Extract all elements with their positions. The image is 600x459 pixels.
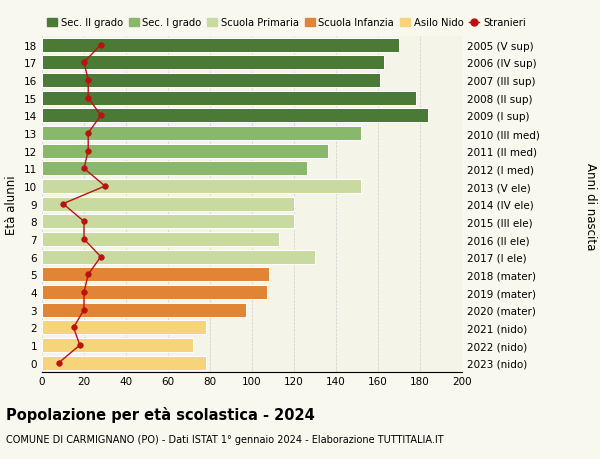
Bar — [42, 250, 315, 264]
Bar — [42, 197, 294, 211]
Bar — [42, 109, 428, 123]
Bar — [42, 321, 206, 335]
Bar — [42, 285, 267, 299]
Text: Popolazione per età scolastica - 2024: Popolazione per età scolastica - 2024 — [6, 406, 315, 422]
Y-axis label: Età alunni: Età alunni — [5, 174, 19, 234]
Bar — [42, 303, 246, 317]
Bar — [42, 162, 307, 176]
Bar — [42, 268, 269, 282]
Bar — [42, 179, 361, 194]
Bar — [42, 74, 380, 88]
Bar — [42, 144, 328, 158]
Bar — [42, 338, 193, 353]
Legend: Sec. II grado, Sec. I grado, Scuola Primaria, Scuola Infanzia, Asilo Nido, Stran: Sec. II grado, Sec. I grado, Scuola Prim… — [47, 18, 526, 28]
Bar — [42, 127, 361, 141]
Text: COMUNE DI CARMIGNANO (PO) - Dati ISTAT 1° gennaio 2024 - Elaborazione TUTTITALIA: COMUNE DI CARMIGNANO (PO) - Dati ISTAT 1… — [6, 434, 443, 444]
Bar — [42, 356, 206, 370]
Bar — [42, 39, 399, 53]
Bar — [42, 215, 294, 229]
Bar — [42, 91, 416, 106]
Bar — [42, 232, 280, 246]
Bar — [42, 56, 385, 70]
Text: Anni di nascita: Anni di nascita — [584, 163, 597, 250]
